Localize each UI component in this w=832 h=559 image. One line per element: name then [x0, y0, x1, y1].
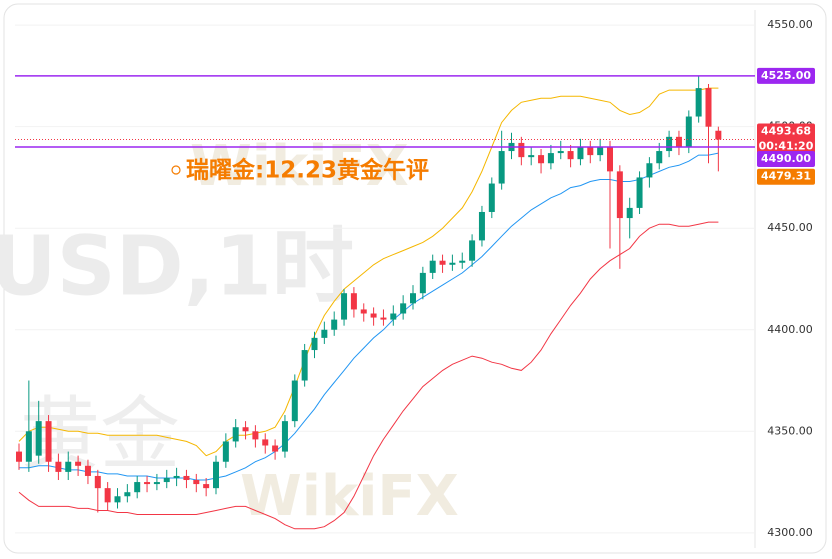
- candle-body: [587, 146, 594, 156]
- candle-body: [577, 146, 584, 160]
- price-tag: [757, 150, 815, 167]
- candle-body: [636, 177, 643, 208]
- y-tick-label: 4350.00: [767, 424, 813, 437]
- candle-body: [488, 183, 495, 212]
- candle-body: [597, 146, 604, 156]
- candle-body: [193, 480, 200, 485]
- candle-body: [498, 151, 505, 184]
- candle-body: [518, 142, 525, 158]
- candle-body: [222, 441, 229, 462]
- candle-body: [281, 421, 288, 452]
- candle-body: [469, 240, 476, 261]
- candle-body: [114, 496, 121, 503]
- candle-body: [547, 153, 554, 164]
- price-tag-label: 4490.00: [761, 152, 811, 165]
- candle-body: [528, 155, 535, 158]
- band-line: [18, 87, 719, 457]
- candle-body: [557, 151, 564, 154]
- candle-body: [695, 88, 702, 117]
- candle-body: [84, 465, 91, 476]
- candle-body: [439, 260, 446, 265]
- candle-body: [350, 293, 357, 310]
- candle-body: [242, 427, 249, 432]
- last-price-label: 4493.68: [761, 125, 811, 138]
- candle-body: [478, 211, 485, 241]
- price-tag: [757, 67, 815, 84]
- y-tick-label: 4450.00: [767, 221, 813, 234]
- candle-body: [616, 171, 623, 219]
- candle-body: [291, 380, 298, 422]
- annotation-dot: [171, 165, 181, 175]
- candle-body: [144, 482, 151, 485]
- candle-body: [449, 262, 456, 265]
- candle-body: [656, 151, 663, 164]
- band-line: [19, 152, 719, 481]
- candle-body: [65, 461, 72, 472]
- watermark: USD,1时: [0, 219, 354, 314]
- candle-body: [25, 431, 32, 462]
- price-tag: [757, 168, 815, 185]
- countdown-label: 00:41:20: [759, 140, 814, 153]
- candle-body: [183, 475, 190, 481]
- candle-body: [163, 477, 170, 483]
- candle-body: [646, 163, 653, 178]
- candle-body: [685, 116, 692, 147]
- candle-body: [124, 492, 131, 497]
- candle-body: [104, 488, 111, 503]
- band-line: [18, 221, 719, 530]
- watermark: WikiFX: [240, 464, 459, 529]
- candle-body: [380, 317, 387, 320]
- price-tag-label: 4479.31: [761, 170, 811, 183]
- candle-body: [173, 475, 180, 478]
- candle-body: [55, 461, 62, 472]
- plot: [15, 24, 755, 534]
- candle-body: [459, 260, 466, 263]
- candle-body: [567, 151, 574, 160]
- candle-body: [419, 272, 426, 294]
- candle-body: [45, 421, 52, 462]
- candle-body: [252, 431, 259, 440]
- last-price-tag: [757, 123, 815, 154]
- candle-body: [203, 484, 210, 489]
- candle-body: [134, 482, 141, 493]
- card: [3, 3, 827, 554]
- watermark: WikiFX: [190, 134, 409, 199]
- candle-body: [410, 293, 416, 304]
- candle-body: [607, 146, 613, 172]
- candle-body: [538, 155, 545, 164]
- price-tag-label: 4525.00: [761, 69, 811, 82]
- candle-body: [626, 207, 633, 219]
- y-tick-label: 4400.00: [767, 323, 813, 336]
- y-tick-label: 4300.00: [767, 526, 813, 539]
- y-tick-label: 4550.00: [767, 18, 813, 31]
- candle-body: [400, 303, 407, 314]
- candle-body: [311, 337, 318, 351]
- candle-body: [232, 427, 239, 442]
- candle-body: [213, 461, 219, 489]
- candle-body: [75, 461, 82, 466]
- candle-body: [360, 309, 367, 314]
- candle-body: [94, 475, 101, 489]
- candle-body: [301, 350, 308, 381]
- candle-body: [675, 136, 682, 147]
- candle-body: [153, 482, 160, 485]
- candle-body: [370, 313, 377, 318]
- candle-body: [390, 313, 397, 320]
- candle-body: [715, 130, 722, 140]
- candle-body: [35, 421, 42, 456]
- watermark: 黄金: [20, 388, 180, 481]
- candle-body: [321, 329, 328, 338]
- candle-body: [705, 88, 712, 127]
- candle-body: [16, 451, 22, 462]
- candle-body: [272, 445, 279, 452]
- annotation: 瑞曜金:12.23黄金午评: [186, 157, 429, 184]
- candle-body: [341, 293, 348, 320]
- candle-body: [429, 260, 436, 273]
- candle-body: [331, 319, 338, 330]
- candle-body: [666, 136, 673, 152]
- candle-body: [262, 439, 269, 446]
